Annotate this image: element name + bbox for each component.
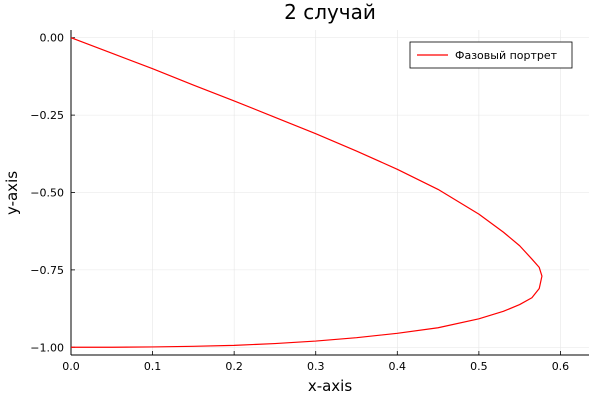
x-tick-label: 0.4 bbox=[389, 360, 407, 373]
y-ticks: 0.00 −0.25 −0.50 −0.75 −1.00 bbox=[30, 32, 75, 354]
x-axis-label: x-axis bbox=[308, 377, 353, 395]
legend: Фазовый портрет bbox=[409, 41, 573, 69]
y-tick-label: 0.00 bbox=[40, 32, 65, 45]
series-line bbox=[70, 37, 543, 348]
y-tick-label: −0.75 bbox=[30, 264, 64, 277]
x-tick-label: 0.1 bbox=[144, 360, 162, 373]
series-lines bbox=[70, 37, 543, 348]
x-ticks: 0.0 0.1 0.2 0.3 0.4 0.5 0.6 bbox=[62, 351, 569, 373]
x-tick-label: 0.0 bbox=[62, 360, 80, 373]
y-tick-label: −0.50 bbox=[30, 187, 64, 200]
chart-title: 2 случай bbox=[284, 0, 376, 24]
x-tick-label: 0.2 bbox=[225, 360, 243, 373]
x-tick-label: 0.5 bbox=[470, 360, 488, 373]
x-tick-label: 0.6 bbox=[552, 360, 570, 373]
y-axis-label: y-axis bbox=[3, 171, 21, 215]
x-tick-label: 0.3 bbox=[307, 360, 325, 373]
grid bbox=[70, 30, 589, 355]
y-tick-label: −1.00 bbox=[30, 341, 64, 354]
legend-label: Фазовый портрет bbox=[455, 49, 558, 62]
y-tick-label: −0.25 bbox=[30, 109, 64, 122]
